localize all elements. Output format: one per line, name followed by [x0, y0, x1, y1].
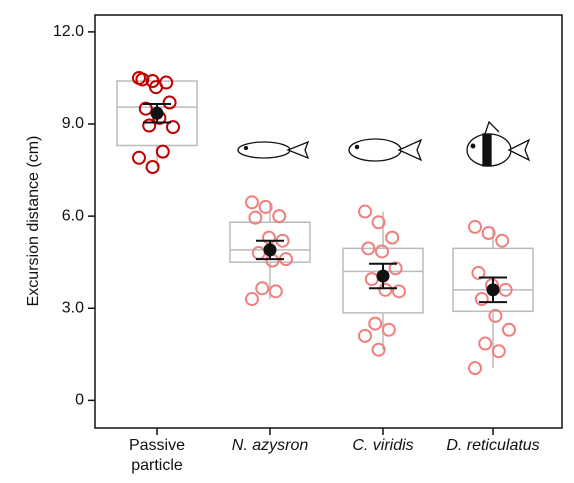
- data-point: [142, 118, 157, 133]
- data-point: [155, 144, 170, 159]
- data-point: [478, 336, 493, 351]
- data-point: [245, 195, 259, 210]
- mean-marker: [263, 243, 277, 257]
- data-point: [364, 272, 379, 287]
- mean-marker: [150, 106, 164, 120]
- data-point: [265, 253, 280, 268]
- data-point: [498, 282, 513, 297]
- data-point: [135, 72, 150, 87]
- box: [229, 221, 311, 263]
- x-tick-label: D. reticulatus: [446, 437, 540, 454]
- y-tick-label: 0: [75, 392, 84, 409]
- data-point: [491, 344, 506, 359]
- y-tick-label: 6.0: [62, 207, 84, 224]
- data-point: [381, 322, 396, 337]
- data-point: [268, 284, 283, 299]
- data-point: [145, 159, 160, 174]
- mean-marker: [486, 283, 500, 297]
- data-point: [392, 284, 406, 299]
- data-point: [471, 265, 486, 280]
- data-point: [245, 292, 259, 307]
- data-point: [361, 241, 376, 256]
- data-point: [502, 322, 516, 337]
- x-tick-label: Passive particle: [128, 437, 186, 474]
- data-point: [378, 282, 393, 297]
- y-axis-label: Excursion distance (cm): [25, 136, 42, 307]
- data-point: [368, 316, 383, 331]
- data-point: [166, 120, 180, 135]
- y-tick-label: 12.0: [53, 23, 84, 40]
- y-tick-label: 3.0: [62, 299, 84, 316]
- data-point: [138, 101, 153, 116]
- data-point: [132, 150, 146, 165]
- data-point: [375, 244, 389, 259]
- y-tick-label: 9.0: [62, 115, 84, 132]
- data-point: [358, 204, 372, 219]
- data-point: [385, 230, 400, 245]
- data-point: [358, 328, 372, 343]
- data-point: [371, 342, 386, 357]
- data-point: [251, 245, 266, 260]
- fish-icons: [237, 120, 531, 167]
- mean-marker: [376, 269, 390, 283]
- data-point: [388, 261, 403, 276]
- data-point: [481, 226, 496, 241]
- data-point: [258, 199, 273, 214]
- x-tick-label: N. azysron: [231, 437, 309, 454]
- data-point: [255, 281, 270, 296]
- box: [342, 247, 424, 314]
- data-point: [468, 361, 482, 376]
- data-point: [371, 215, 386, 230]
- data-point: [495, 233, 510, 248]
- data-point: [162, 95, 177, 110]
- data-point: [248, 210, 263, 225]
- plot-frame: [94, 14, 563, 429]
- data-point: [488, 308, 503, 323]
- data-point: [149, 80, 163, 95]
- data-point: [272, 209, 287, 224]
- x-tick-label: C. viridis: [352, 437, 414, 454]
- data-point: [474, 292, 489, 307]
- data-point: [468, 219, 482, 234]
